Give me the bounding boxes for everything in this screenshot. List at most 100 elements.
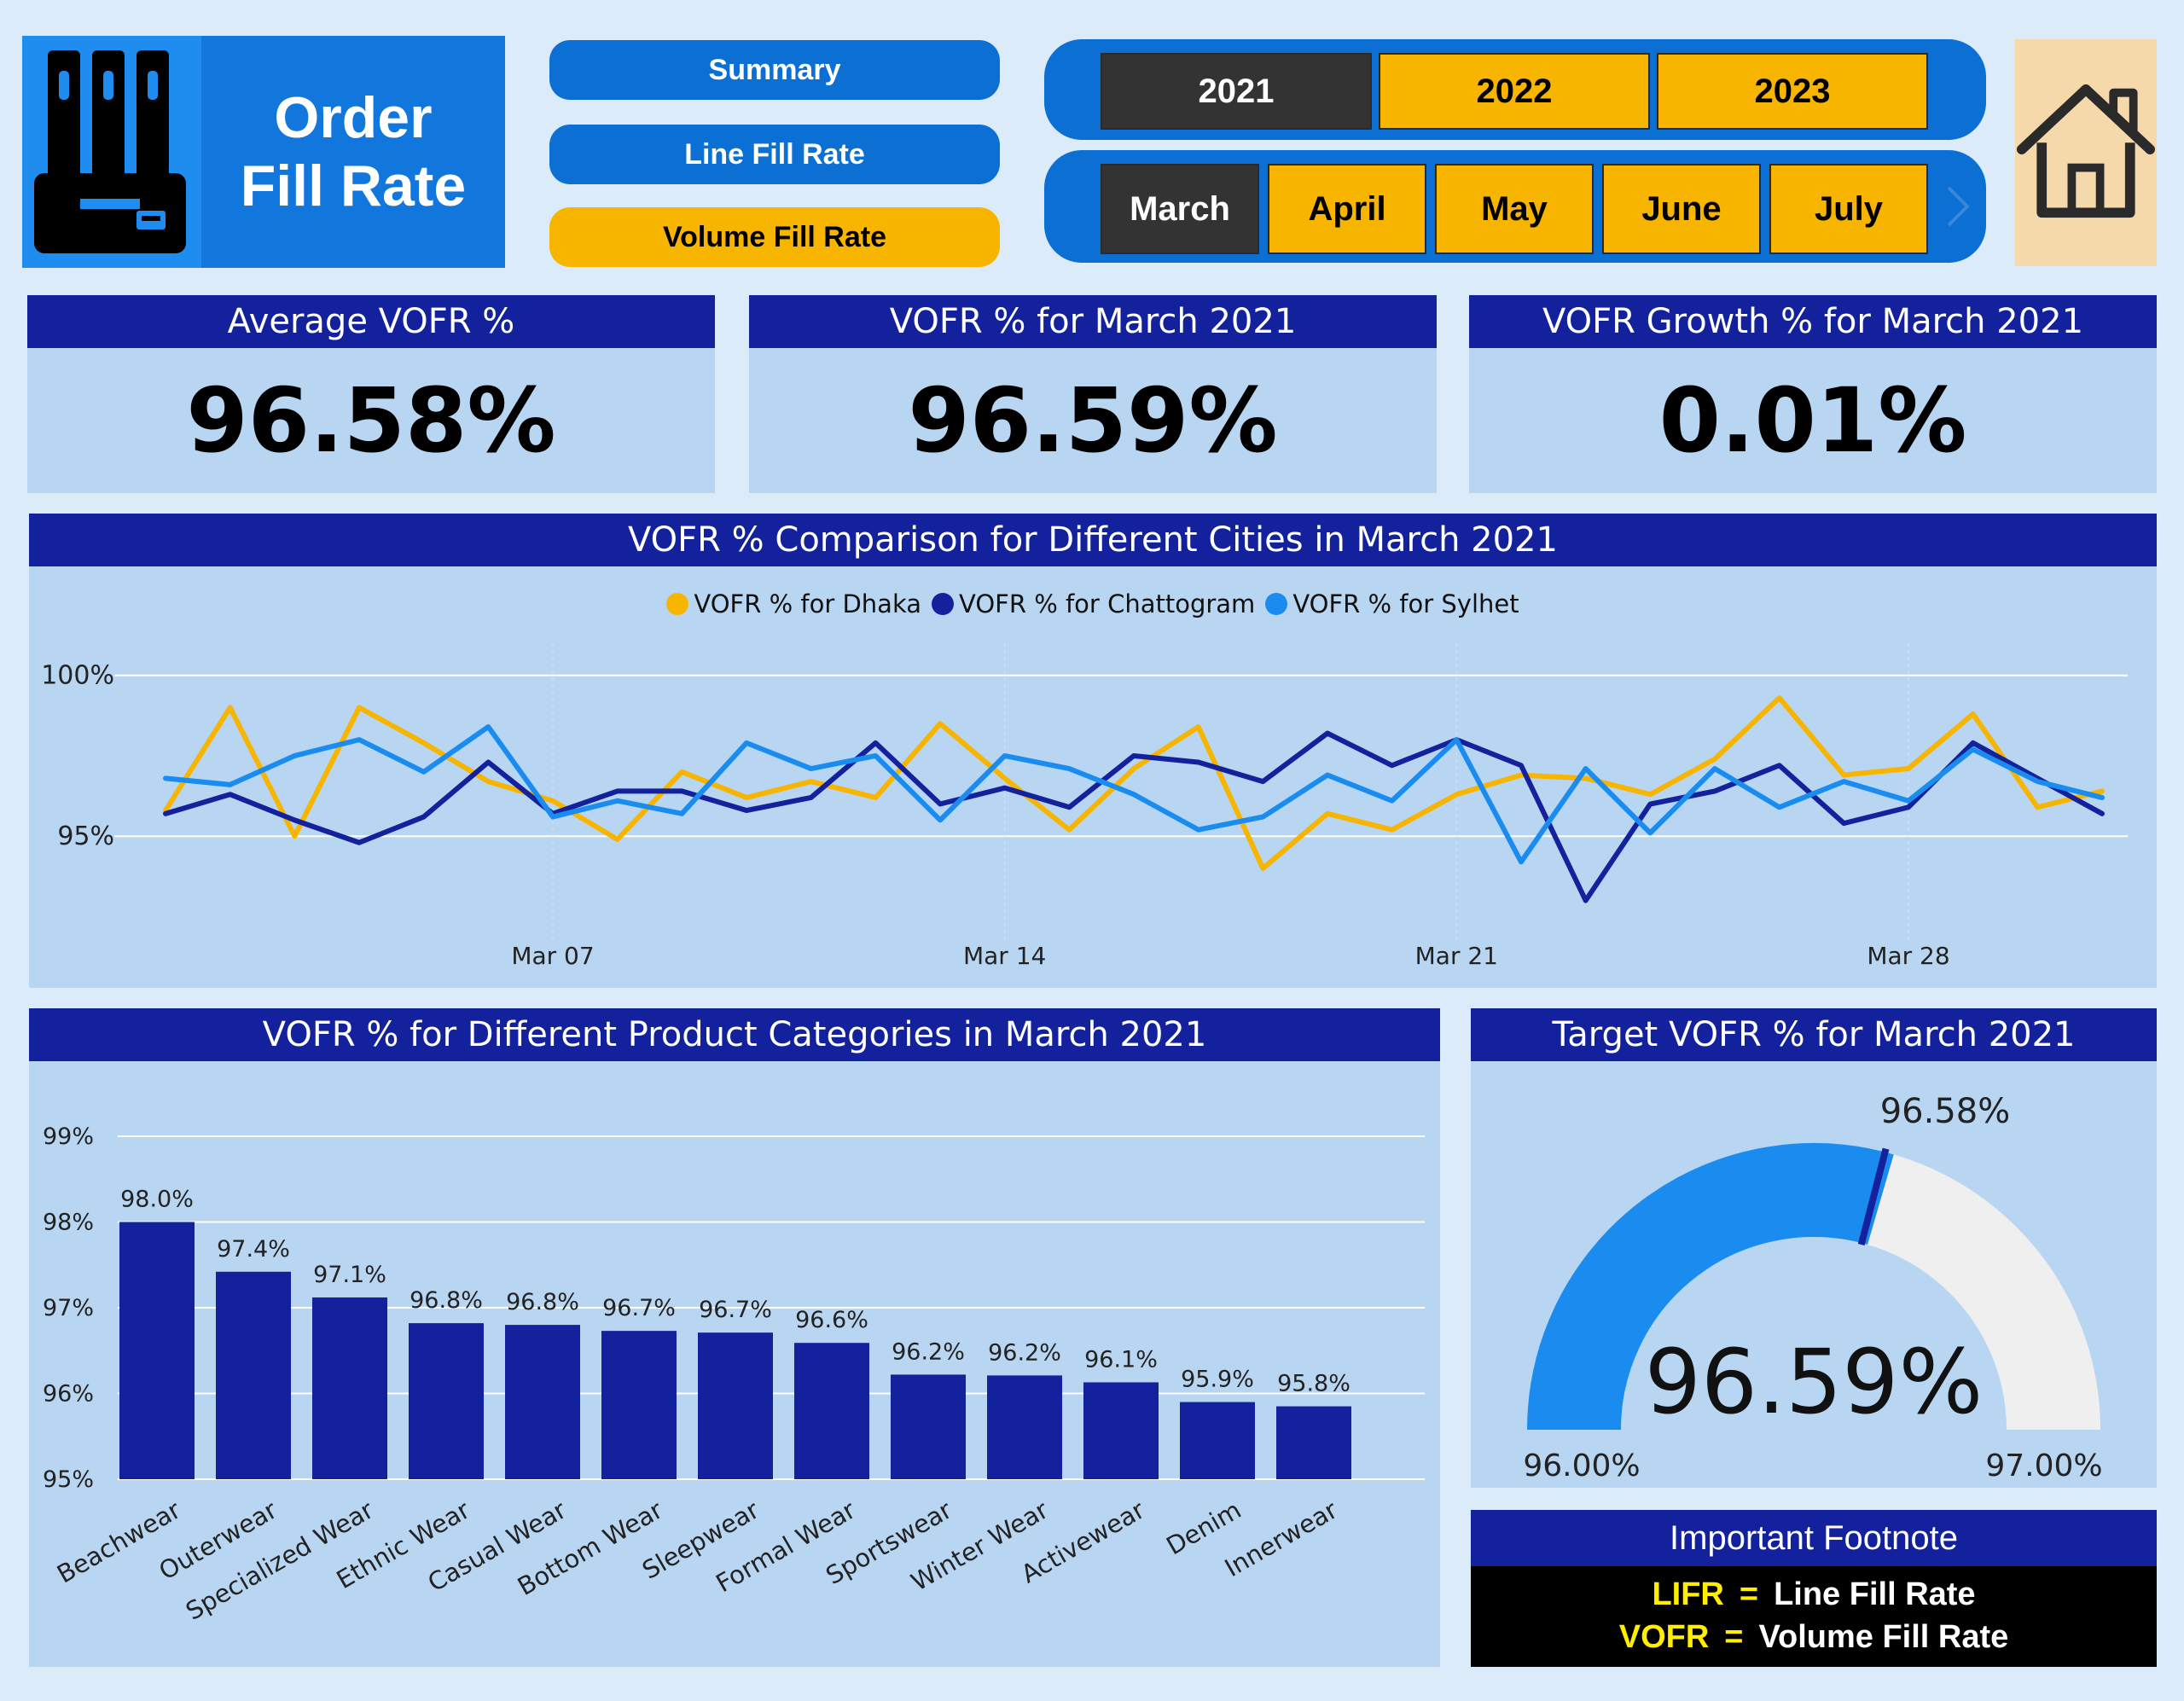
- chevron-right-icon[interactable]: [1940, 181, 1974, 232]
- bar-data-label: 96.7%: [602, 1295, 676, 1321]
- bar-data-label: 96.6%: [795, 1307, 868, 1333]
- nav-volume-fill-rate-button[interactable]: Volume Fill Rate: [549, 207, 1000, 267]
- gauge-target-label: 96.58%: [1880, 1092, 2011, 1131]
- month-march-button[interactable]: March: [1101, 164, 1259, 254]
- footnote-equals: =: [1724, 1619, 1744, 1655]
- kpi-value: 0.01%: [1658, 369, 1967, 473]
- bar-data-label: 95.9%: [1181, 1367, 1254, 1393]
- kpi-vofr-growth: VOFR Growth % for March 2021 0.01%: [1469, 295, 2157, 493]
- x-tick-label: Mar 21: [1415, 942, 1498, 970]
- footnote-key: LIFR: [1652, 1576, 1724, 1612]
- nav-summary-button[interactable]: Summary: [549, 40, 1000, 100]
- gauge-target-marker: [1857, 1147, 1890, 1246]
- month-july-button[interactable]: July: [1769, 164, 1928, 254]
- bar: [698, 1332, 773, 1479]
- footnote-value: Volume Fill Rate: [1758, 1619, 2009, 1655]
- year-2022-button[interactable]: 2022: [1379, 53, 1650, 130]
- year-2023-button[interactable]: 2023: [1657, 53, 1928, 130]
- gauge-fill: [1527, 1143, 1894, 1431]
- y-tick-label: 100%: [41, 661, 114, 691]
- footnote-item: LIFR = Line Fill Rate: [1471, 1573, 2157, 1616]
- kpi-value: 96.58%: [186, 369, 556, 473]
- nav-line-fill-rate-button[interactable]: Line Fill Rate: [549, 125, 1000, 184]
- line-chart: 100% 95% Mar 07 Mar 14 Mar 21 Mar 28: [41, 643, 2128, 970]
- bar-data-label: 97.1%: [313, 1262, 386, 1288]
- category-panel: VOFR % for Different Product Categories …: [29, 1008, 1440, 1667]
- month-slicer: March April May June July: [1044, 150, 1986, 263]
- legend-dot: [932, 593, 954, 615]
- year-2021-button[interactable]: 2021: [1101, 53, 1372, 130]
- y-tick-label: 97%: [43, 1295, 94, 1321]
- kpi-title: VOFR Growth % for March 2021: [1469, 295, 2157, 348]
- month-april-button[interactable]: April: [1268, 164, 1426, 254]
- bar: [312, 1297, 387, 1479]
- x-tick-label: Mar 28: [1867, 942, 1949, 970]
- legend-label: VOFR % for Sylhet: [1292, 589, 1519, 618]
- bar-data-label: 96.1%: [1084, 1346, 1158, 1373]
- gauge-min-label: 96.00%: [1523, 1448, 1640, 1483]
- y-tick-label: 95%: [57, 821, 114, 851]
- legend-dot: [1265, 593, 1288, 615]
- legend-dot: [666, 593, 689, 615]
- bar: [1180, 1402, 1255, 1479]
- app-title: Order Fill Rate: [201, 36, 505, 268]
- x-tick-label: Mar 14: [963, 942, 1046, 970]
- bar-chart: 99%98%97%96%95%98.0%Beachwear97.4%Outerw…: [43, 1123, 1425, 1626]
- series-line-chattogram: [163, 730, 2105, 903]
- gauge-title: Target VOFR % for March 2021: [1471, 1008, 2157, 1061]
- x-tick-label: Mar 07: [511, 942, 594, 970]
- bar: [505, 1325, 580, 1479]
- title-line-2: Fill Rate: [240, 154, 467, 218]
- house-icon: [2016, 84, 2156, 218]
- footnote-title: Important Footnote: [1471, 1510, 2157, 1566]
- bar-data-label: 96.7%: [699, 1297, 772, 1323]
- kpi-average-vofr: Average VOFR % 96.58%: [27, 295, 715, 493]
- target-panel: Target VOFR % for March 2021 96.58% 96.59…: [1471, 1008, 2157, 1488]
- kpi-vofr-month: VOFR % for March 2021 96.59%: [749, 295, 1437, 493]
- title-line-1: Order: [274, 85, 433, 150]
- footnote-equals: =: [1739, 1576, 1759, 1612]
- bar-data-label: 96.8%: [506, 1289, 579, 1315]
- bar: [409, 1323, 484, 1479]
- gauge-max-label: 97.00%: [1985, 1448, 2102, 1483]
- bar-chart-title: VOFR % for Different Product Categories …: [29, 1008, 1440, 1061]
- bar: [216, 1271, 291, 1479]
- bar: [1276, 1406, 1351, 1479]
- bar-data-label: 98.0%: [120, 1187, 194, 1213]
- footnote-key: VOFR: [1618, 1619, 1710, 1655]
- bar: [891, 1374, 966, 1479]
- bar-data-label: 96.2%: [892, 1338, 965, 1365]
- month-june-button[interactable]: June: [1602, 164, 1761, 254]
- year-slicer: 2021 2022 2023: [1044, 39, 1986, 140]
- y-tick-label: 95%: [43, 1466, 94, 1493]
- legend-item-dhaka[interactable]: VOFR % for Dhaka: [666, 587, 921, 621]
- legend-item-chattogram[interactable]: VOFR % for Chattogram: [932, 587, 1255, 621]
- legend-label: VOFR % for Chattogram: [959, 589, 1256, 618]
- footnote-item: VOFR = Volume Fill Rate: [1471, 1616, 2157, 1658]
- legend-label: VOFR % for Dhaka: [694, 589, 921, 618]
- bar: [119, 1222, 195, 1479]
- city-comparison-panel: VOFR % Comparison for Different Cities i…: [29, 514, 2157, 988]
- y-tick-label: 99%: [43, 1123, 94, 1150]
- bar-data-label: 95.8%: [1277, 1371, 1350, 1397]
- bar-data-label: 96.2%: [988, 1339, 1061, 1366]
- footnote-panel: Important Footnote LIFR = Line Fill Rate…: [1471, 1510, 2157, 1667]
- month-may-button[interactable]: May: [1435, 164, 1594, 254]
- bar-data-label: 97.4%: [217, 1236, 290, 1263]
- y-tick-label: 96%: [43, 1381, 94, 1408]
- legend-item-sylhet[interactable]: VOFR % for Sylhet: [1265, 587, 1519, 621]
- bar: [987, 1375, 1062, 1479]
- bar: [1083, 1382, 1159, 1479]
- kpi-title: VOFR % for March 2021: [749, 295, 1437, 348]
- bar: [601, 1331, 677, 1479]
- binders-icon: [22, 36, 201, 268]
- kpi-value: 96.59%: [908, 369, 1278, 473]
- home-button[interactable]: [2015, 39, 2157, 266]
- footnote-value: Line Fill Rate: [1774, 1576, 1976, 1612]
- y-tick-label: 98%: [43, 1210, 94, 1236]
- line-chart-legend: VOFR % for Dhaka VOFR % for Chattogram V…: [29, 587, 2157, 621]
- series-line-dhaka: [163, 695, 2105, 871]
- series-line-sylhet: [163, 724, 2105, 865]
- line-chart-title: VOFR % Comparison for Different Cities i…: [29, 514, 2157, 566]
- gauge-chart: 96.58% 96.59%96.00% 97.00%: [1523, 1092, 2102, 1483]
